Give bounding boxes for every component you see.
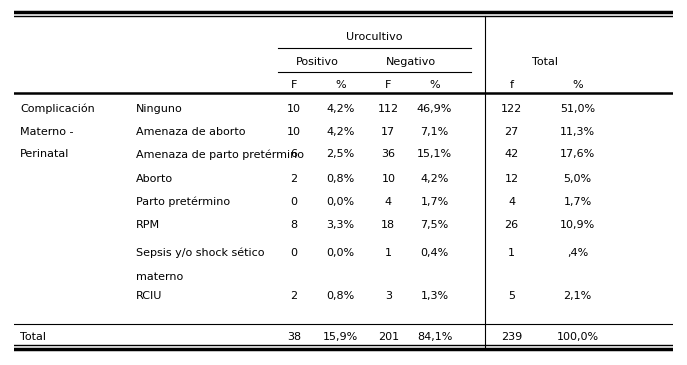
Text: Amenaza de aborto: Amenaza de aborto xyxy=(136,127,245,137)
Text: 2,1%: 2,1% xyxy=(563,291,592,301)
Text: 7,5%: 7,5% xyxy=(420,220,449,230)
Text: Parto pretérmino: Parto pretérmino xyxy=(136,196,230,207)
Text: 112: 112 xyxy=(378,104,399,114)
Text: 239: 239 xyxy=(501,332,522,342)
Text: %: % xyxy=(335,80,346,90)
Text: 5,0%: 5,0% xyxy=(563,174,592,184)
Text: f: f xyxy=(510,80,514,90)
Text: 0,0%: 0,0% xyxy=(326,197,354,207)
Text: 2: 2 xyxy=(291,174,297,184)
Text: 10: 10 xyxy=(287,104,301,114)
Text: 0: 0 xyxy=(291,247,297,258)
Text: Ninguno: Ninguno xyxy=(136,104,183,114)
Text: 10: 10 xyxy=(381,174,395,184)
Text: materno: materno xyxy=(136,272,183,282)
Text: 100,0%: 100,0% xyxy=(556,332,598,342)
Text: RPM: RPM xyxy=(136,220,160,230)
Text: 7,1%: 7,1% xyxy=(420,127,449,137)
Text: Perinatal: Perinatal xyxy=(21,150,69,160)
Text: 3: 3 xyxy=(385,291,392,301)
Text: 42: 42 xyxy=(504,150,519,160)
Text: 0,0%: 0,0% xyxy=(326,247,354,258)
Text: Complicación: Complicación xyxy=(21,104,95,114)
Text: 2,5%: 2,5% xyxy=(326,150,354,160)
Text: 0,4%: 0,4% xyxy=(420,247,449,258)
Text: 5: 5 xyxy=(508,291,515,301)
Text: 18: 18 xyxy=(381,220,396,230)
Text: %: % xyxy=(429,80,440,90)
Text: 1: 1 xyxy=(508,247,515,258)
Text: 10: 10 xyxy=(287,127,301,137)
Text: Negativo: Negativo xyxy=(386,57,436,66)
Text: 8: 8 xyxy=(291,220,297,230)
Text: 11,3%: 11,3% xyxy=(560,127,595,137)
Text: Amenaza de parto pretérmino: Amenaza de parto pretérmino xyxy=(136,149,304,160)
Text: 1,7%: 1,7% xyxy=(420,197,449,207)
Text: 1: 1 xyxy=(385,247,392,258)
Text: 1,3%: 1,3% xyxy=(420,291,449,301)
Text: %: % xyxy=(572,80,583,90)
Text: 4,2%: 4,2% xyxy=(420,174,449,184)
Text: 6: 6 xyxy=(291,150,297,160)
Text: RCIU: RCIU xyxy=(136,291,162,301)
Text: 12: 12 xyxy=(505,174,519,184)
Text: 46,9%: 46,9% xyxy=(417,104,452,114)
Text: 0: 0 xyxy=(291,197,297,207)
Text: 27: 27 xyxy=(504,127,519,137)
Text: 122: 122 xyxy=(501,104,522,114)
Text: 2: 2 xyxy=(291,291,297,301)
Text: Urocultivo: Urocultivo xyxy=(346,32,403,42)
Text: Aborto: Aborto xyxy=(136,174,173,184)
Text: 51,0%: 51,0% xyxy=(560,104,595,114)
Text: ,4%: ,4% xyxy=(567,247,588,258)
Text: 17,6%: 17,6% xyxy=(560,150,595,160)
Text: 36: 36 xyxy=(381,150,395,160)
Text: 84,1%: 84,1% xyxy=(417,332,452,342)
Text: Total: Total xyxy=(532,57,558,66)
Text: 4,2%: 4,2% xyxy=(326,127,354,137)
Text: 26: 26 xyxy=(505,220,519,230)
Text: 4,2%: 4,2% xyxy=(326,104,354,114)
Text: 0,8%: 0,8% xyxy=(326,291,354,301)
Text: 0,8%: 0,8% xyxy=(326,174,354,184)
Text: 4: 4 xyxy=(508,197,515,207)
Text: F: F xyxy=(291,80,297,90)
Text: Positivo: Positivo xyxy=(295,57,339,66)
Text: 17: 17 xyxy=(381,127,396,137)
Text: 38: 38 xyxy=(287,332,301,342)
Text: F: F xyxy=(385,80,392,90)
Text: 4: 4 xyxy=(385,197,392,207)
Text: 15,9%: 15,9% xyxy=(323,332,358,342)
Text: Sepsis y/o shock sético: Sepsis y/o shock sético xyxy=(136,247,264,258)
Text: 201: 201 xyxy=(378,332,399,342)
Text: 3,3%: 3,3% xyxy=(326,220,354,230)
Text: Materno -: Materno - xyxy=(21,127,74,137)
Text: 10,9%: 10,9% xyxy=(560,220,595,230)
Text: 1,7%: 1,7% xyxy=(563,197,592,207)
Text: Total: Total xyxy=(21,332,46,342)
Text: 15,1%: 15,1% xyxy=(417,150,452,160)
